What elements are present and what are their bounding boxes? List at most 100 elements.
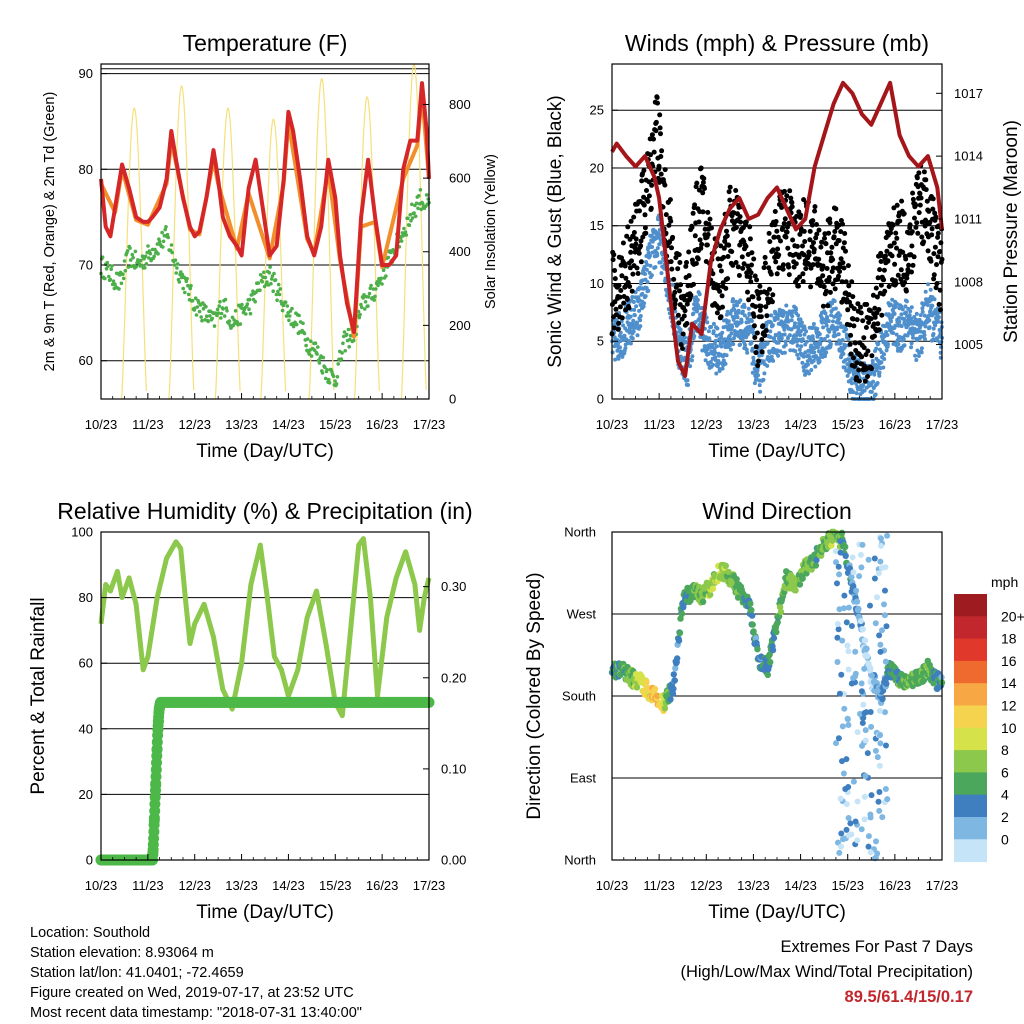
wind-point: [695, 298, 700, 302]
gust-point: [859, 354, 865, 360]
wind-point: [811, 337, 815, 342]
wind-point: [926, 282, 931, 287]
direction-point: [834, 659, 841, 665]
gust-point: [748, 279, 754, 285]
colorbar-swatch: [954, 794, 987, 818]
dewpoint-point: [357, 315, 362, 320]
wind-point: [916, 354, 921, 358]
gust-point: [854, 375, 859, 381]
gust-point: [840, 260, 846, 266]
dewpoint-point: [125, 249, 130, 253]
gust-point: [811, 240, 816, 246]
wind-point: [746, 306, 751, 311]
wind-point: [724, 312, 729, 317]
wind-point: [782, 327, 787, 332]
dewpoint-point: [221, 307, 225, 311]
gust-point: [832, 229, 838, 234]
rainfall-point: [155, 696, 166, 708]
wind-point: [846, 336, 851, 341]
direction-point: [859, 720, 866, 726]
gust-point: [849, 279, 855, 285]
gust-point: [902, 280, 908, 285]
gust-point: [847, 299, 852, 305]
y-tick-label: 40: [79, 721, 93, 736]
gust-point: [916, 170, 922, 176]
dewpoint-point: [110, 264, 114, 268]
y-axis-label: 2m & 9m T (Red, Orange) & 2m Td (Green): [42, 92, 58, 372]
gust-point: [611, 325, 617, 331]
dewpoint-point: [157, 239, 162, 244]
gust-point: [612, 299, 618, 305]
gust-point: [845, 307, 851, 313]
direction-point: [845, 815, 852, 821]
dewpoint-point: [222, 314, 227, 318]
wind-point: [731, 342, 736, 347]
wind-point: [653, 265, 658, 270]
gust-point: [793, 261, 799, 267]
wind-point: [678, 327, 683, 332]
dewpoint-point: [309, 354, 314, 358]
gust-point: [636, 250, 642, 256]
dewpoint-point: [304, 343, 308, 348]
rainfall-series: [95, 696, 435, 866]
direction-point: [853, 598, 861, 605]
gust-point: [673, 255, 679, 261]
wind-point: [623, 346, 628, 351]
dewpoint-point: [277, 292, 282, 297]
wind-point: [690, 354, 695, 359]
gust-point: [658, 171, 664, 177]
gust-point: [850, 316, 856, 322]
gust-point: [838, 229, 844, 235]
direction-point: [709, 585, 717, 592]
wind-point: [810, 334, 815, 339]
y-right-tick-label: 600: [449, 171, 471, 186]
direction-point: [862, 773, 869, 779]
dewpoint-point: [376, 283, 380, 288]
direction-point: [879, 814, 886, 821]
gust-point: [847, 341, 853, 347]
x-tick-label: 10/23: [596, 417, 629, 432]
gust-point: [756, 358, 761, 364]
direction-point: [868, 723, 875, 730]
direction-point: [839, 637, 846, 644]
x-tick-label: 14/23: [784, 417, 817, 432]
y-right-tick-label: 200: [449, 318, 471, 333]
gust-point: [864, 302, 870, 307]
dewpoint-point: [345, 332, 349, 337]
wind-point: [840, 338, 845, 342]
gust-point: [612, 268, 618, 273]
wind-point: [862, 388, 867, 393]
gust-point: [625, 280, 631, 285]
gust-point: [697, 237, 703, 243]
wind-point: [896, 342, 901, 347]
gust-point: [903, 256, 909, 262]
gust-point: [760, 323, 766, 329]
colorbar-swatch: [954, 683, 987, 706]
gust-point: [778, 238, 783, 244]
dewpoint-point: [177, 280, 182, 284]
wind-point: [620, 354, 625, 359]
latlon-text: Station lat/lon: 41.0401; -72.4659: [30, 965, 244, 981]
wind-point: [730, 325, 735, 330]
x-tick-label: 17/23: [413, 878, 446, 893]
gust-point: [790, 237, 796, 243]
gust-point: [913, 224, 919, 230]
dewpoint-point: [173, 258, 178, 263]
gust-point: [638, 238, 644, 244]
dewpoint-point: [212, 324, 217, 328]
wind-point: [938, 332, 943, 337]
gust-point: [858, 310, 864, 316]
gust-point: [800, 243, 805, 249]
gust-point: [781, 221, 787, 226]
x-tick-label: 15/23: [319, 878, 352, 893]
wind-point: [802, 332, 807, 337]
extremes-values: 89.5/61.4/15/0.17: [844, 988, 973, 1006]
gust-point: [894, 245, 899, 251]
direction-point: [882, 709, 888, 716]
gust-point: [883, 253, 888, 259]
gust-point: [699, 241, 705, 247]
gust-point: [763, 304, 769, 310]
direction-point: [856, 573, 863, 580]
gust-point: [934, 281, 940, 287]
gust-point: [784, 193, 790, 199]
